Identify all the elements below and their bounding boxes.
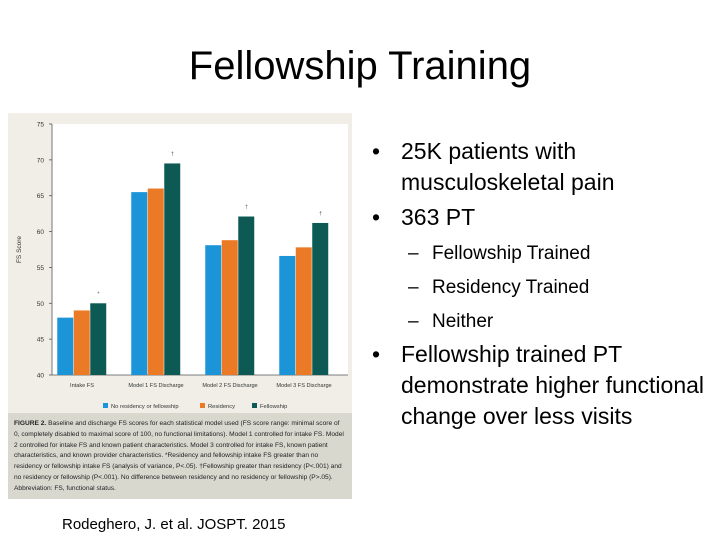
caption-label: FIGURE 2. [14,420,47,427]
bar-model-3-fs-discharge-no-residency-or-fellowship [279,255,296,375]
significance-marker: † [319,211,322,217]
bar-model-1-fs-discharge-no-residency-or-fellowship [131,192,148,375]
sub-bullet-item: Neither [368,309,708,335]
bar-model-2-fs-discharge-fellowship [238,216,255,375]
x-category-label: Model 2 FS Discharge [202,383,257,389]
sub-bullet-item: Fellowship Trained [368,241,708,267]
sub-bullet-item: Residency Trained [368,275,708,301]
y-tick-label: 55 [37,265,45,272]
bar-intake-fs-no-residency-or-fellowship [57,317,74,375]
y-tick-label: 50 [37,301,45,308]
bar-model-2-fs-discharge-residency [221,240,238,375]
figure-caption: FIGURE 2. Baseline and discharge FS scor… [8,413,352,499]
bar-model-1-fs-discharge-residency [147,188,164,375]
x-category-label: Model 3 FS Discharge [276,383,331,389]
bar-model-3-fs-discharge-residency [295,247,312,375]
legend-swatch [103,403,108,408]
legend-label: Fellowship [260,404,287,410]
bullet-item: 25K patients with musculoskeletal pain [368,136,708,198]
bar-model-2-fs-discharge-no-residency-or-fellowship [205,245,222,375]
y-axis-title: FS Score [16,236,23,263]
caption-text: Baseline and discharge FS scores for eac… [14,420,344,492]
significance-marker: † [171,151,174,157]
bar-model-3-fs-discharge-fellowship [312,222,329,375]
bullet-item: Fellowship trained PT demonstrate higher… [368,339,708,432]
slide-title: Fellowship Training [188,44,532,88]
significance-marker: * [97,291,100,297]
legend-label: Residency [208,404,235,410]
bar-intake-fs-fellowship [90,303,107,375]
y-tick-label: 70 [37,157,45,164]
y-tick-label: 40 [37,373,45,380]
y-tick-label: 65 [37,193,45,200]
figure-panel: 40 45 50 55 60 65 70 75 FS Score * Intake FS † Model… [8,113,352,499]
x-category-label: Model 1 FS Discharge [128,383,183,389]
y-tick-label: 75 [37,122,45,129]
bar-model-1-fs-discharge-fellowship [164,163,181,375]
legend-label: No residency or fellowship [111,404,179,410]
bar-intake-fs-residency [73,310,90,375]
citation: Rodeghero, J. et al. JOSPT. 2015 [62,516,286,533]
significance-marker: † [245,205,248,211]
bullet-list: 25K patients with musculoskeletal pain 36… [368,132,708,432]
y-tick-label: 45 [37,337,45,344]
y-tick-label: 60 [37,229,45,236]
x-category-label: Intake FS [70,383,94,389]
bullet-item: 363 PT [368,202,708,233]
legend-swatch [200,403,205,408]
legend-swatch [252,403,257,408]
bar-chart: 40 45 50 55 60 65 70 75 FS Score * Intake FS † Model… [16,122,348,410]
